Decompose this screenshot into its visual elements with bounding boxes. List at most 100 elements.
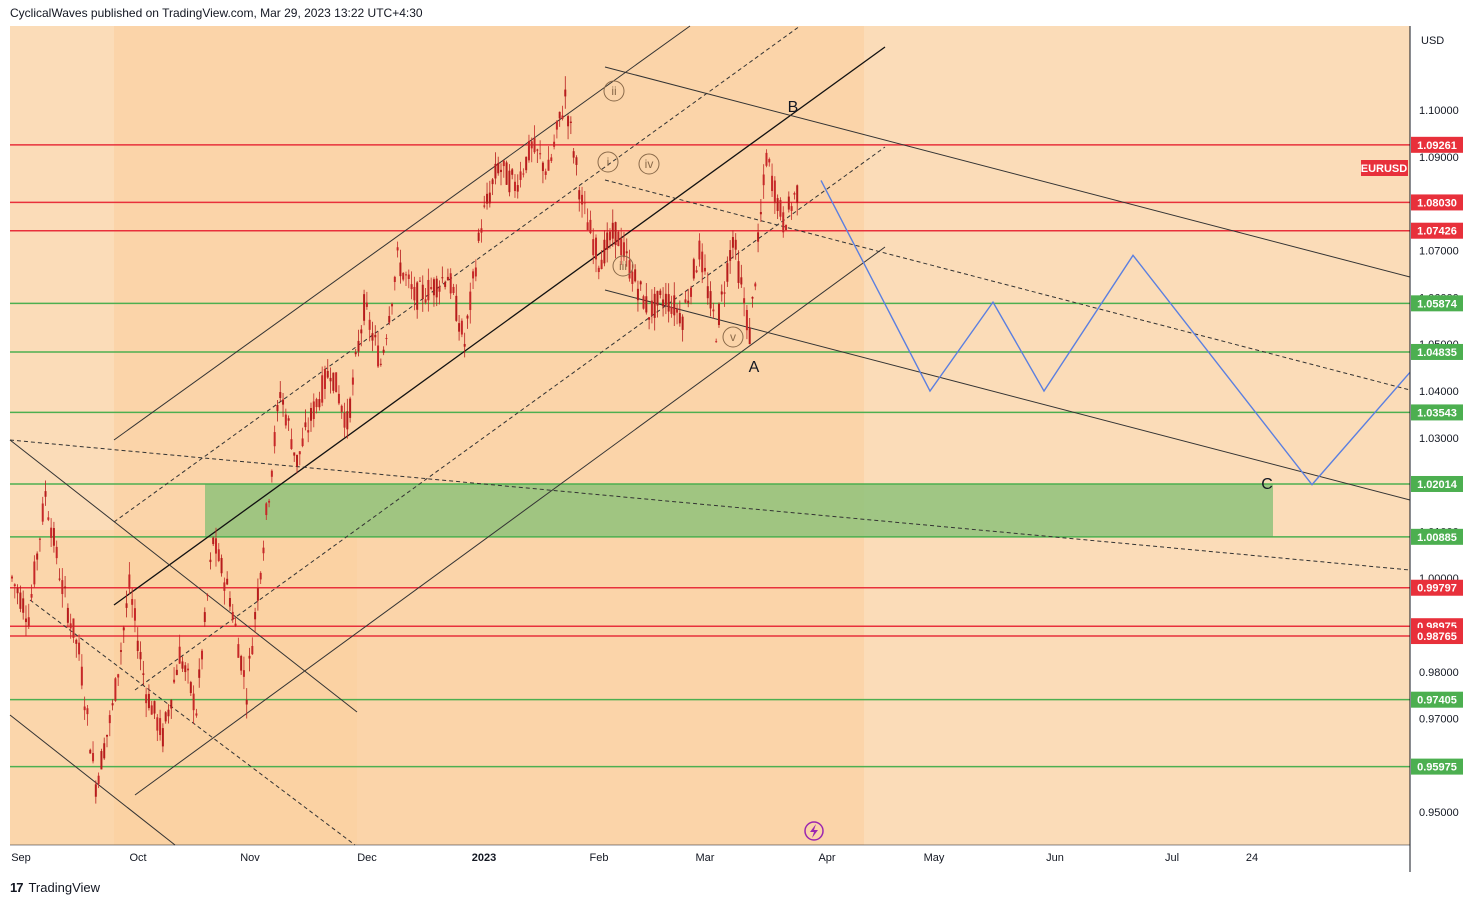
candle-body (161, 728, 164, 747)
candle-body (360, 329, 363, 334)
wave-label-iv: iv (645, 157, 654, 171)
candle-body (505, 162, 508, 185)
candle-body (720, 291, 723, 295)
symbol-tag-text: EURUSD (1361, 163, 1408, 175)
candle-body (36, 553, 39, 560)
candle-body (452, 286, 455, 294)
candle-body (256, 588, 259, 601)
candle-body (80, 666, 83, 686)
candle-body (701, 251, 704, 273)
candle-body (472, 271, 475, 279)
level-tag-text-2: 1.07426 (1417, 226, 1457, 238)
candle-body (178, 646, 181, 664)
wave-label-i: i (607, 155, 610, 169)
candle-body (617, 231, 620, 247)
level-tag-3 (1411, 295, 1463, 312)
tradingview-logo-icon: 17 (10, 880, 24, 895)
pattern-label-C: C (1261, 476, 1273, 493)
candle-body (522, 173, 525, 175)
candle-body (670, 306, 673, 314)
level-tag-5 (1411, 404, 1463, 421)
candle-body (156, 717, 159, 731)
level-tag-text-1: 1.08030 (1417, 197, 1457, 209)
candle-body (175, 669, 178, 675)
candle-body (625, 251, 628, 254)
dashed-line-4 (604, 179, 1411, 391)
candle-body (234, 623, 237, 626)
level-tag-2 (1411, 222, 1463, 239)
candle-body (500, 169, 503, 173)
candle-body (349, 398, 352, 418)
wave-circle-i (597, 151, 619, 173)
candle-body (785, 224, 788, 231)
candle-body (449, 273, 452, 294)
candle-body (368, 319, 371, 330)
candle-body (346, 411, 349, 430)
candle-body (667, 294, 670, 312)
candle-body (695, 270, 698, 273)
candle-body (189, 682, 192, 694)
candle-body (117, 674, 120, 678)
candle-body (595, 237, 598, 260)
candle-body (259, 572, 262, 580)
candle-body (438, 286, 441, 292)
dashed-line-0 (113, 25, 801, 523)
candle-body (64, 586, 67, 589)
level-tag-0 (1411, 136, 1463, 153)
candle-body (608, 231, 611, 241)
candle-body (30, 593, 33, 598)
candle-body (184, 665, 187, 673)
candle-body (58, 578, 61, 580)
candle-body (771, 175, 774, 192)
price-tick: 1.09000 (1419, 152, 1459, 164)
candle-body (427, 279, 430, 301)
candle-body (477, 232, 480, 241)
candle-body (371, 333, 374, 341)
candle-body (125, 603, 128, 608)
channel-shade-lower (10, 530, 357, 845)
time-tick-Oct: Oct (129, 852, 146, 864)
time-tick-Jun: Jun (1046, 852, 1064, 864)
candle-body (13, 584, 16, 587)
tradingview-footer[interactable]: 17 TradingView (10, 880, 100, 895)
candle-body (103, 743, 106, 759)
candle-body (61, 580, 64, 595)
candle-body (273, 432, 276, 447)
candle-body (254, 612, 257, 620)
candle-body (611, 222, 614, 239)
candle-body (315, 399, 318, 408)
candle-body (662, 299, 665, 307)
candle-body (597, 267, 600, 273)
candle-body (639, 281, 642, 285)
candle-body (513, 181, 516, 192)
candle-body (759, 211, 762, 215)
candle-body (173, 679, 176, 683)
candle-body (790, 206, 793, 211)
candle-body (309, 408, 312, 421)
candle-body (745, 309, 748, 331)
candle-body (634, 269, 637, 282)
candle-body (251, 645, 254, 655)
candle-body (385, 337, 388, 339)
candle-body (628, 260, 631, 279)
candle-body (351, 377, 354, 385)
candle-body (78, 642, 81, 655)
candle-body (150, 705, 153, 715)
candle-body (737, 261, 740, 283)
candle-body (365, 302, 368, 307)
candle-body (502, 160, 505, 167)
candle-body (424, 299, 427, 303)
candle-body (22, 598, 25, 613)
candle-body (66, 607, 69, 623)
candle-body (153, 701, 156, 714)
price-tick: 0.95000 (1419, 807, 1459, 819)
candle-body (279, 392, 282, 399)
candle-body (743, 298, 746, 304)
candle-body (198, 669, 201, 678)
level-tag-6 (1411, 475, 1463, 492)
candle-body (664, 293, 667, 305)
candle-body (268, 500, 271, 503)
candle-body (187, 668, 190, 671)
candle-body (128, 574, 131, 589)
